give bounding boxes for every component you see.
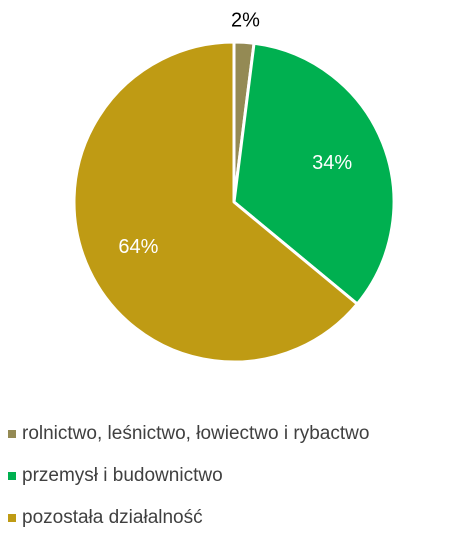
legend-swatch-pozostala [8,514,16,522]
data-labels: 2% 34% 64% [118,9,352,258]
legend-label-rolnictwo: rolnictwo, leśnictwo, łowiectwo i rybact… [22,423,370,444]
legend-item-pozostala: pozostała działalność [8,507,464,528]
data-label-rolnictwo: 2% [231,9,260,31]
pie-slice-pozostala [72,40,359,364]
pie-chart: 2% 34% 64% [72,9,396,364]
legend-label-pozostala: pozostała działalność [22,507,203,528]
data-label-przemysl: 34% [312,152,352,174]
legend-label-przemysl: przemysł i budownictwo [22,465,223,486]
legend: rolnictwo, leśnictwo, łowiectwo i rybact… [8,423,464,550]
pie-slice-przemysl [232,41,396,306]
legend-swatch-przemysl [8,472,16,480]
legend-swatch-rolnictwo [8,430,16,438]
data-label-pozostala: 64% [118,236,158,258]
pie-slices [72,40,396,364]
legend-item-rolnictwo: rolnictwo, leśnictwo, łowiectwo i rybact… [8,423,464,444]
legend-item-przemysl: przemysł i budownictwo [8,465,464,486]
